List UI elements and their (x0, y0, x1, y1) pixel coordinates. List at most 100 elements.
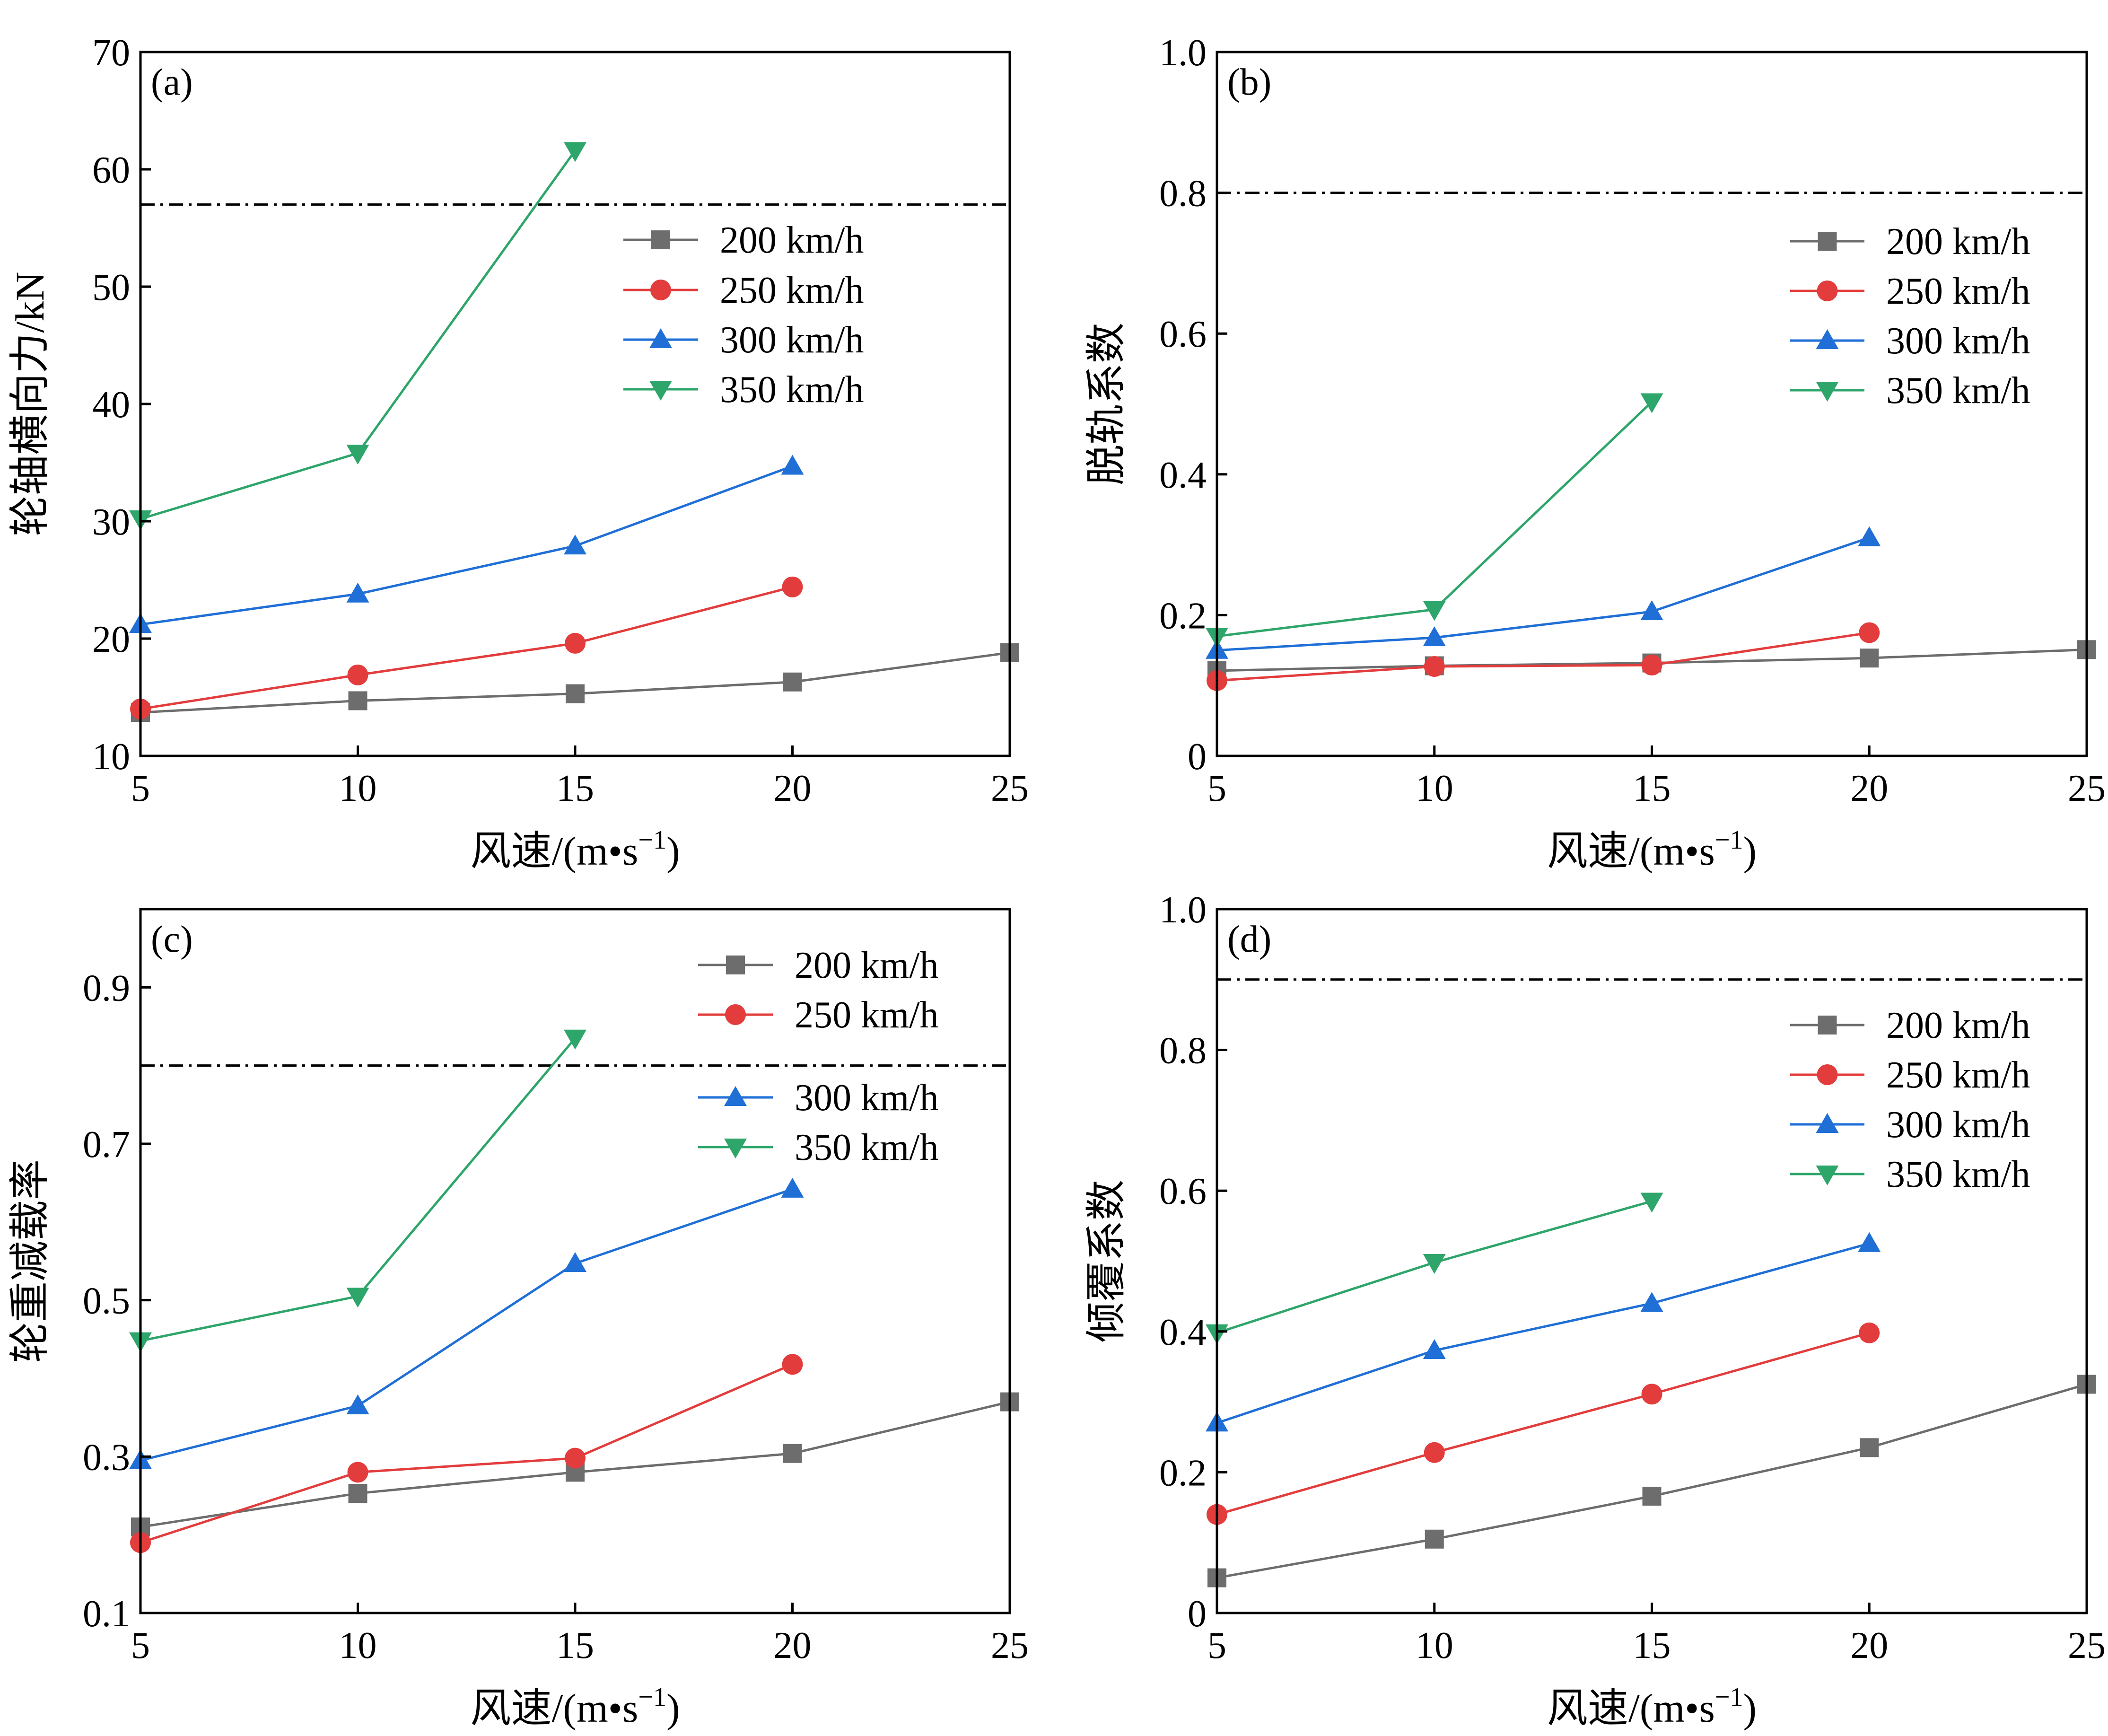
x-tick-label: 15 (1633, 768, 1671, 809)
x-tick-label: 15 (556, 1625, 594, 1666)
legend-marker (726, 956, 745, 974)
x-tick-label: 25 (2068, 768, 2106, 809)
legend-item: 200 km/h (698, 945, 938, 986)
legend-marker (1817, 1064, 1838, 1085)
series (129, 1029, 586, 1352)
y-tick-label: 0.3 (83, 1437, 130, 1478)
y-tick-label: 0.2 (1159, 1452, 1207, 1494)
y-tick-label: 0.7 (83, 1124, 130, 1166)
y-tick-label: 50 (92, 267, 130, 308)
legend-marker (725, 1004, 746, 1025)
y-axis-label: 轮轴横向力/kN (7, 272, 52, 536)
series-line (140, 651, 1010, 714)
x-tick-label: 10 (339, 1625, 377, 1666)
legend-item: 350 km/h (623, 369, 864, 411)
y-tick-label: 0.8 (1159, 1030, 1207, 1072)
legend-marker (649, 328, 672, 348)
y-tick-label: 20 (92, 619, 130, 660)
panel-label: (a) (151, 61, 193, 103)
series-line (1217, 1242, 1870, 1424)
data-point (1640, 600, 1663, 620)
data-point (1860, 1438, 1879, 1457)
y-tick-label: 30 (92, 501, 130, 543)
legend-marker (1816, 329, 1839, 349)
data-point (346, 1288, 369, 1308)
y-tick-label: 0 (1188, 736, 1207, 778)
data-point (346, 445, 369, 465)
legend-label: 250 km/h (720, 270, 864, 311)
data-point (1859, 1322, 1880, 1343)
series-line (140, 1188, 793, 1462)
series (129, 455, 804, 633)
series (131, 643, 1019, 722)
legend-item: 350 km/h (698, 1127, 938, 1168)
legend-label: 200 km/h (1886, 221, 2030, 263)
x-tick-label: 25 (991, 768, 1029, 809)
legend-item: 200 km/h (1790, 1005, 2030, 1046)
series-line (140, 465, 793, 626)
x-tick-label: 5 (1207, 768, 1226, 809)
legend-item: 250 km/h (698, 994, 938, 1036)
y-tick-label: 0.5 (83, 1280, 130, 1322)
x-axis-label: 风速/(m•s−1) (1547, 1683, 1757, 1731)
panel-label: (d) (1227, 919, 1271, 960)
data-point (1640, 393, 1663, 413)
data-point (348, 1484, 367, 1503)
legend-label: 350 km/h (795, 1127, 938, 1168)
chart-panel: 5 10 15 20 25 0 0.2 0.4 0.6 0.8 1.0 (d) 风速/(m•s−1) 倾覆… (1084, 889, 2106, 1731)
data-point (1858, 1232, 1881, 1252)
y-tick-label: 60 (92, 149, 130, 191)
data-point (564, 1252, 586, 1272)
y-tick-label: 0.9 (83, 967, 130, 1009)
data-point (347, 1462, 368, 1483)
chart-panel: 5 10 15 20 25 0.1 0.3 0.5 0.7 0.9 (c) 风速/(m•s−1) 轮重减… (7, 908, 1029, 1731)
series-line (1217, 631, 1870, 682)
legend-item: 350 km/h (1790, 1154, 2030, 1195)
x-tick-label: 20 (774, 1625, 812, 1666)
data-point (564, 535, 586, 555)
y-tick-label: 0.6 (1159, 1171, 1207, 1212)
x-tick-label: 15 (1633, 1625, 1671, 1666)
legend-marker (1816, 1113, 1839, 1133)
data-point (565, 632, 586, 654)
y-tick-label: 0.2 (1159, 595, 1207, 637)
legend-marker (649, 381, 672, 401)
y-tick-label: 10 (92, 736, 130, 778)
legend-label: 300 km/h (720, 319, 864, 361)
legend-label: 300 km/h (795, 1077, 938, 1119)
data-point (1425, 1529, 1444, 1549)
series (129, 142, 586, 531)
legend-item: 200 km/h (623, 219, 864, 261)
series-line (1217, 1332, 1870, 1516)
y-tick-label: 0.6 (1159, 314, 1207, 355)
series (1207, 1375, 2096, 1587)
legend-item: 300 km/h (1790, 320, 2030, 362)
x-axis-label: 风速/(m•s−1) (470, 1683, 680, 1731)
x-tick-label: 5 (1207, 1625, 1226, 1666)
legend-label: 350 km/h (720, 369, 864, 411)
legend: 200 km/h 250 km/h 300 km/h 350 km/h (698, 945, 938, 1168)
x-tick-label: 10 (339, 768, 377, 809)
data-point (565, 1447, 586, 1469)
x-axis-label-main: 风速/(m•s (470, 828, 638, 874)
y-axis-label: 轮重减载率 (7, 1159, 52, 1363)
series-line (1217, 1383, 2087, 1579)
data-point (781, 455, 804, 475)
legend-marker (1817, 281, 1838, 301)
legend-label: 200 km/h (795, 945, 938, 986)
data-point (566, 684, 585, 703)
x-tick-label: 25 (2068, 1625, 2106, 1666)
data-point (346, 582, 369, 603)
x-tick-label: 20 (774, 768, 812, 809)
data-point (781, 1177, 804, 1198)
y-axis-label: 倾覆系数 (1084, 1180, 1129, 1342)
legend-label: 300 km/h (1886, 1104, 2030, 1146)
legend-item: 300 km/h (623, 319, 864, 361)
series-line (140, 1363, 793, 1544)
x-tick-label: 20 (1850, 768, 1888, 809)
x-axis-label: 风速/(m•s−1) (1547, 825, 1757, 874)
series-line (140, 586, 793, 710)
data-point (347, 664, 368, 685)
y-axis-label: 脱轨系数 (1084, 323, 1129, 485)
y-tick-label: 0.4 (1159, 455, 1207, 496)
